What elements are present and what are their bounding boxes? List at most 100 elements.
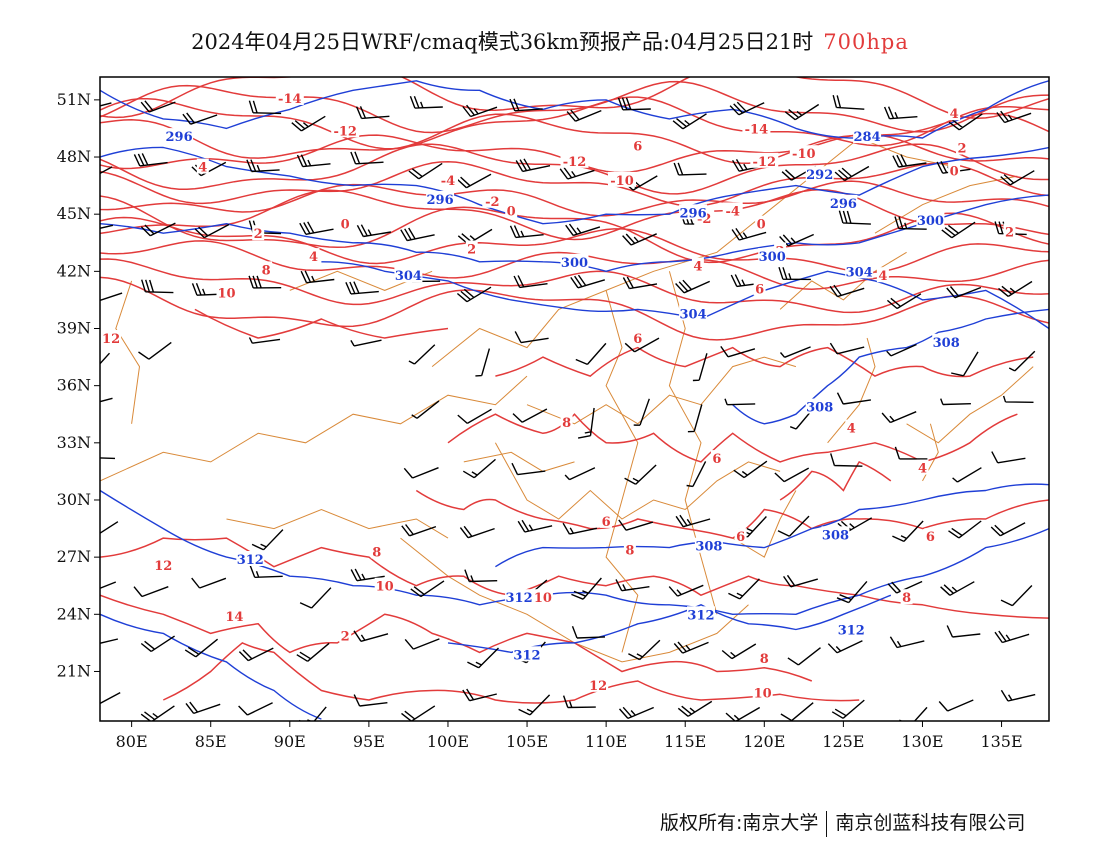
- height-contour: [100, 613, 322, 720]
- contour-label-bg: [482, 192, 503, 208]
- lon-label: 105E: [506, 732, 548, 751]
- wind-barb: [562, 695, 596, 709]
- province-boundary: [115, 280, 141, 424]
- height-label: 304: [680, 307, 707, 322]
- temperature-label: -10: [610, 174, 634, 189]
- province-boundary: [732, 490, 797, 558]
- footer-credit: 版权所有:南京大学 南京创蓝科技有限公司: [660, 808, 1025, 837]
- wind-barb: [456, 173, 492, 189]
- wind-barb: [784, 103, 820, 121]
- temperature-label: 4: [693, 260, 702, 275]
- wind-barb: [618, 706, 654, 720]
- wind-barb: [938, 699, 974, 712]
- wind-barb: [356, 224, 392, 238]
- contour-label-bg: [236, 551, 265, 566]
- temperature-label: 8: [760, 652, 769, 667]
- wind-barb: [1000, 689, 1036, 702]
- contour-label-bg: [153, 556, 174, 572]
- wind-barb: [140, 100, 176, 113]
- wind-barb: [353, 630, 389, 642]
- contour-label-bg: [560, 413, 573, 429]
- temperature-contour: [162, 642, 860, 704]
- lon-label: 80E: [116, 732, 148, 751]
- wind-barb: [462, 688, 497, 702]
- height-label: 312: [838, 624, 865, 639]
- contour-label-bg: [758, 650, 771, 666]
- contour-label-bg: [339, 215, 352, 231]
- wind-barb: [838, 210, 871, 225]
- wind-barb: [731, 228, 767, 241]
- temperature-contour: [100, 188, 1049, 241]
- contour-label-bg: [216, 284, 237, 300]
- temperature-label: 4: [950, 107, 959, 122]
- temperature-label: 8: [562, 416, 571, 431]
- wind-barb: [345, 281, 379, 295]
- wind-barb: [408, 162, 443, 180]
- wind-barb: [940, 581, 975, 596]
- wind-barb: [787, 647, 821, 666]
- lon-label: 90E: [274, 732, 306, 751]
- height-label: 304: [846, 265, 873, 280]
- wind-barb: [100, 457, 116, 460]
- company-text: 南京创蓝科技有限公司: [835, 812, 1026, 834]
- province-boundary: [779, 251, 907, 310]
- contour-label-bg: [426, 190, 455, 206]
- province-boundary: [463, 451, 575, 472]
- height-label: 308: [806, 401, 833, 416]
- height-label: 308: [822, 528, 849, 543]
- contour-label-bg: [805, 166, 834, 182]
- contour-label-bg: [505, 589, 534, 605]
- wind-barb: [675, 514, 711, 528]
- wind-barb: [571, 577, 602, 600]
- wind-barb: [133, 586, 169, 598]
- wind-barb: [570, 274, 606, 289]
- wind-barb: [401, 524, 437, 537]
- contour-label-bg: [196, 158, 209, 174]
- wind-barb: [509, 98, 543, 112]
- wind-barb: [941, 221, 976, 239]
- wind-barb: [1000, 585, 1033, 607]
- height-label: 284: [854, 130, 881, 145]
- temperature-label: 14: [225, 610, 243, 625]
- temperature-label: 6: [633, 140, 642, 155]
- wind-barb: [774, 467, 810, 483]
- wind-barb: [829, 342, 865, 355]
- wind-barb: [779, 233, 814, 247]
- wind-barb: [409, 95, 443, 109]
- wind-barb: [673, 641, 709, 654]
- temperature-label: 4: [878, 269, 887, 284]
- height-label: 308: [933, 336, 960, 351]
- lat-label: 51N: [57, 90, 91, 109]
- temperature-contour: [100, 112, 1049, 164]
- lat-label: 39N: [57, 319, 91, 338]
- wind-barb: [721, 643, 757, 660]
- wind-barb: [403, 467, 439, 479]
- wind-barb: [100, 166, 113, 175]
- wind-barb: [836, 580, 868, 604]
- contour-label-bg: [742, 120, 771, 136]
- wind-barb: [100, 292, 123, 302]
- contour-label-bg: [560, 253, 589, 269]
- wind-barb: [730, 274, 765, 288]
- temperature-label: 12: [102, 332, 120, 347]
- contour-label-bg: [623, 541, 636, 557]
- wind-barb: [248, 220, 282, 235]
- wind-barb: [184, 638, 219, 658]
- lon-label: 100E: [427, 732, 469, 751]
- temperature-label: 2: [1005, 225, 1014, 240]
- height-label: 292: [806, 168, 833, 183]
- lon-label: 95E: [353, 732, 385, 751]
- lat-label: 21N: [57, 661, 91, 680]
- temperature-label: 6: [755, 283, 764, 298]
- copyright-text: 版权所有:南京大学: [660, 812, 819, 834]
- lat-label: 45N: [57, 204, 91, 223]
- temperature-label: 6: [602, 515, 611, 530]
- temperature-label: 4: [309, 250, 318, 265]
- height-contour: [495, 483, 1049, 568]
- wind-barb: [140, 222, 176, 237]
- temperature-label: -4: [725, 204, 739, 219]
- wind-barb: [624, 337, 660, 353]
- wind-barb: [401, 705, 436, 721]
- contour-label-bg: [438, 171, 458, 187]
- contour-label-bg: [394, 267, 423, 283]
